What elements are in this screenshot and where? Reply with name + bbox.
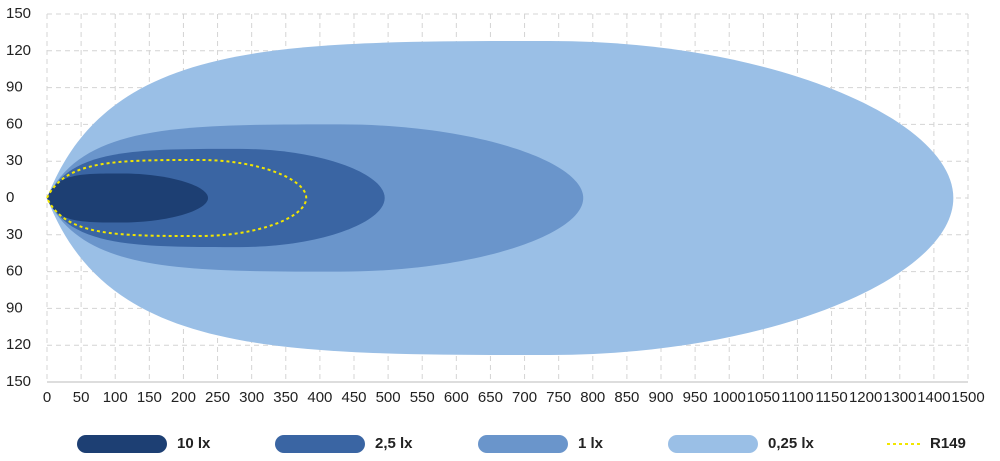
y-tick-label: 120	[6, 336, 31, 353]
y-tick-label: 60	[6, 115, 23, 132]
y-tick-label: 30	[6, 226, 23, 243]
y-tick-label: 30	[6, 152, 23, 169]
legend-label: 0,25 lx	[768, 435, 815, 452]
x-tick-label: 1500	[951, 389, 984, 406]
x-tick-label: 500	[376, 389, 401, 406]
legend-swatch	[668, 435, 758, 453]
x-tick-label: 0	[43, 389, 51, 406]
x-tick-label: 300	[239, 389, 264, 406]
x-tick-label: 450	[341, 389, 366, 406]
legend-swatch	[478, 435, 568, 453]
y-tick-label: 90	[6, 299, 23, 316]
y-tick-label: 150	[6, 373, 31, 390]
legend-label: 1 lx	[578, 435, 604, 452]
legend-label: 2,5 lx	[375, 435, 413, 452]
x-tick-label: 700	[512, 389, 537, 406]
x-tick-label: 350	[273, 389, 298, 406]
legend-label: 10 lx	[177, 435, 211, 452]
x-tick-label: 800	[580, 389, 605, 406]
x-tick-label: 250	[205, 389, 230, 406]
x-tick-label: 1300	[883, 389, 916, 406]
x-tick-label: 50	[73, 389, 90, 406]
x-tick-label: 750	[546, 389, 571, 406]
x-tick-label: 600	[444, 389, 469, 406]
x-tick-label: 1150	[815, 389, 847, 406]
x-tick-label: 650	[478, 389, 503, 406]
y-tick-label: 120	[6, 42, 31, 59]
x-tick-label: 1400	[917, 389, 950, 406]
isolux-area	[47, 148, 385, 248]
x-tick-label: 1200	[849, 389, 882, 406]
x-tick-label: 900	[648, 389, 673, 406]
y-tick-label: 150	[6, 5, 31, 22]
x-tick-label: 850	[614, 389, 639, 406]
y-tick-label: 90	[6, 79, 23, 96]
x-tick-label: 1050	[747, 389, 780, 406]
x-tick-label: 400	[307, 389, 332, 406]
x-tick-label: 150	[137, 389, 162, 406]
legend-swatch	[275, 435, 365, 453]
x-tick-label: 200	[171, 389, 196, 406]
y-tick-label: 0	[6, 189, 14, 206]
legend-swatch	[77, 435, 167, 453]
x-tick-label: 100	[103, 389, 128, 406]
y-tick-label: 60	[6, 263, 23, 280]
x-tick-label: 1000	[713, 389, 746, 406]
x-tick-label: 1100	[781, 389, 813, 406]
isolux-area	[47, 173, 209, 223]
x-tick-label: 550	[410, 389, 435, 406]
isolux-area	[45, 158, 308, 238]
legend-label: R149	[930, 435, 966, 452]
x-tick-label: 950	[683, 389, 708, 406]
